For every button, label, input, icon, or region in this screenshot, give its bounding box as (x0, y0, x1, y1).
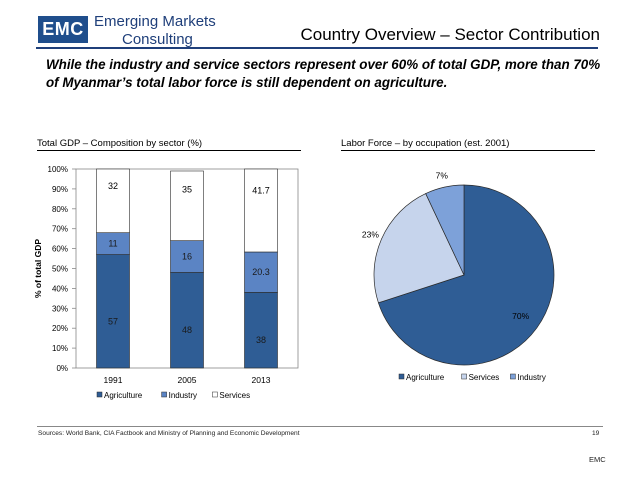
title-divider (36, 47, 598, 49)
x-tick-label: 2013 (252, 375, 271, 385)
y-tick-label: 50% (52, 265, 68, 274)
slide-title: Country Overview – Sector Contribution (300, 25, 600, 44)
pie-value-label: 23% (362, 229, 379, 239)
pie-value-label: 7% (436, 170, 449, 180)
pie-slice-agriculture (377, 184, 555, 366)
bar-value-label: 16 (182, 252, 192, 262)
bar-value-label: 11 (108, 239, 117, 249)
y-tick-label: 60% (52, 245, 68, 254)
legend-swatch (161, 391, 167, 398)
footer-brand: EMC (589, 455, 606, 464)
legend-swatch (96, 391, 103, 398)
bar-industry (244, 251, 278, 293)
y-tick-label: 30% (52, 304, 68, 313)
bar-services (96, 168, 130, 233)
y-tick-label: 10% (52, 344, 68, 353)
bar-value-label: 41.7 (252, 185, 270, 195)
footer-divider (37, 426, 603, 427)
y-tick-label: 80% (52, 205, 68, 214)
bar-agriculture (170, 272, 204, 369)
legend-swatch (212, 391, 218, 398)
x-tick-label: 1991 (104, 375, 123, 385)
legend-swatch (510, 373, 516, 380)
legend-label: Agriculture (406, 373, 445, 382)
sources-note: Sources: World Bank, CIA Factbook and Mi… (38, 430, 300, 437)
bar-services (170, 170, 204, 241)
bar-value-label: 20.3 (252, 267, 270, 277)
x-tick-label: 2005 (178, 375, 197, 385)
y-tick-label: 90% (52, 185, 68, 194)
y-tick-label: 0% (56, 364, 68, 373)
y-tick-label: 40% (52, 284, 68, 293)
page-number: 19 (592, 430, 600, 437)
legend-label: Services (469, 373, 500, 382)
legend-swatch (398, 373, 405, 380)
bar-agriculture (96, 254, 130, 369)
pie-value-label: 70% (512, 311, 529, 321)
labor-header-rule (341, 150, 595, 151)
pie-slice-industry (425, 184, 465, 276)
legend-label: Agriculture (104, 391, 143, 400)
bar-value-label: 38 (256, 335, 266, 345)
y-tick-label: 100% (48, 165, 68, 174)
pie-slice-services (373, 193, 465, 304)
bar-value-label: 32 (108, 181, 118, 191)
brand-name-line1: Emerging Markets (94, 13, 216, 30)
bar-value-label: 48 (182, 325, 192, 335)
bar-services (244, 168, 278, 253)
gdp-chart-header: Total GDP – Composition by sector (%) (37, 138, 203, 149)
labor-chart-header: Labor Force – by occupation (est. 2001) (341, 138, 510, 149)
legend-label: Industry (517, 373, 545, 382)
emc-logo: EMC (38, 16, 88, 43)
y-tick-label: 70% (52, 225, 68, 234)
bar-value-label: 57 (108, 316, 118, 326)
legend-swatch (461, 373, 467, 380)
legend-label: Services (219, 391, 250, 400)
legend-label: Industry (169, 391, 197, 400)
y-tick-label: 20% (52, 324, 68, 333)
gdp-header-rule (37, 150, 301, 151)
bar-industry (170, 240, 204, 273)
brand-name-line2: Consulting (122, 31, 193, 48)
y-axis-label: % of total GDP (33, 239, 43, 298)
bar-value-label: 35 (182, 184, 192, 194)
bar-agriculture (244, 292, 278, 369)
slide-subtitle: While the industry and service sectors r… (46, 57, 601, 90)
